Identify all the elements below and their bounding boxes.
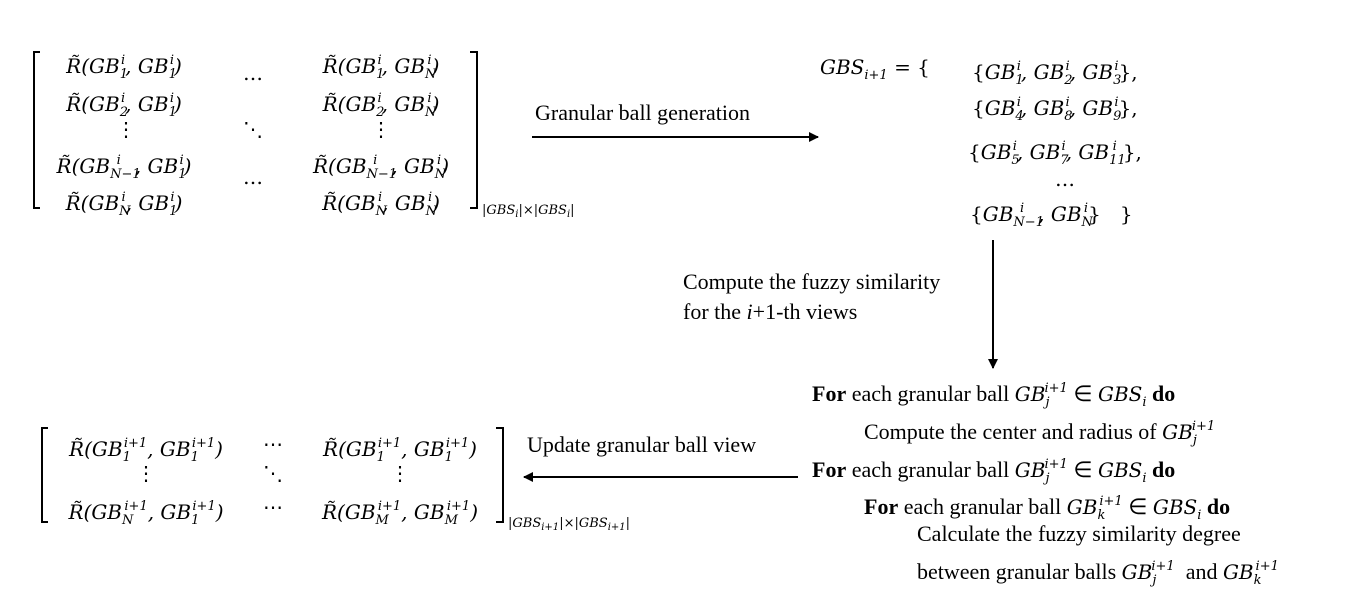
gbs-set-ellipsis: … bbox=[1055, 167, 1075, 191]
matrix1-cell-r4c1: R̃(GBN−1i, GB1i) bbox=[56, 153, 192, 182]
matrix2-cell-r3c3: R̃(GBMi+1, GBMi+1) bbox=[321, 499, 479, 528]
gbs-set-group-last: {GBN−1i, GBNi} } bbox=[970, 201, 1133, 230]
matrix2-cell-r1c2: ⋯ bbox=[263, 432, 283, 456]
matrix1-cell-r2c1: R̃(GB2i, GB1i) bbox=[66, 91, 182, 120]
arrow-similarity-label-line1: Compute the fuzzy similarity bbox=[683, 269, 941, 294]
gbs-set-group-2: {GB4i, GB8i, GB9i}, bbox=[972, 95, 1138, 124]
matrix2-right-bracket bbox=[496, 427, 504, 523]
matrix1-cell-r5c3: R̃(GBNi, GBNi) bbox=[322, 190, 440, 219]
matrix2-cell-r2c2: ⋱ bbox=[263, 461, 283, 485]
matrix2-cell-r1c1: R̃(GB1i+1, GB1i+1) bbox=[69, 436, 223, 465]
gbs-set-lhs: GBSi+1 = { bbox=[820, 55, 930, 83]
algo-line-5: Calculate the fuzzy similarity degree bbox=[917, 521, 1241, 546]
matrix2-cell-r2c1: ⋮ bbox=[136, 461, 156, 485]
matrix1-cell-r1c2: … bbox=[243, 61, 263, 85]
algo-line-6: between granular balls GBji+1 and GBki+1 bbox=[917, 559, 1279, 588]
matrix1-cell-r1c3: R̃(GB1i, GBNi) bbox=[322, 53, 440, 82]
matrix1-cell-r5c1: R̃(GBNi, GB1i) bbox=[65, 190, 183, 219]
gbs-set-group-3: {GB5i, GB7i, GB11i}, bbox=[968, 139, 1142, 168]
algo-line-1: For each granular ball GBji+1 ∈ GBSi do bbox=[812, 381, 1176, 410]
arrow-similarity-label-line2: for the i+1-th views bbox=[683, 299, 858, 324]
matrix1-left-bracket bbox=[33, 51, 40, 209]
arrow-generation-label: Granular ball generation bbox=[535, 100, 751, 125]
matrix1-cell-r3c3: ⋮ bbox=[371, 117, 391, 141]
gbs-set-group-1: {GB1i, GB2i, GB3i}, bbox=[972, 59, 1138, 88]
algo-line-3: For each granular ball GBji+1 ∈ GBSi do bbox=[812, 457, 1176, 486]
algo-line-4: For each granular ball GBki+1 ∈ GBSi do bbox=[864, 494, 1231, 523]
matrix1-cell-r4c3: R̃(GBN−1i, GBNi) bbox=[312, 153, 450, 182]
matrix1-cell-r3c2: ⋱ bbox=[243, 117, 263, 141]
matrix2-cell-r2c3: ⋮ bbox=[390, 461, 410, 485]
matrix1-size-label: |GBSi|×|GBSi| bbox=[482, 203, 575, 220]
matrix2-cell-r3c2: ⋯ bbox=[263, 495, 283, 519]
arrow-update-label: Update granular ball view bbox=[527, 432, 757, 457]
matrix1-cell-r4c2: … bbox=[243, 165, 263, 189]
matrix2-cell-r3c1: R̃(GBNi+1, GB1i+1) bbox=[68, 499, 224, 528]
matrix2-left-bracket bbox=[41, 427, 48, 523]
matrix1-cell-r2c3: R̃(GB2i, GBNi) bbox=[322, 91, 440, 120]
matrix1-cell-r1c1: R̃(GB1i, GB1i) bbox=[66, 53, 182, 82]
matrix2-size-label: |GBSi+1|×|GBSi+1| bbox=[508, 516, 631, 533]
algo-line-2: Compute the center and radius of GBji+1 bbox=[864, 419, 1216, 448]
matrix1-cell-r3c1: ⋮ bbox=[116, 117, 136, 141]
matrix1-right-bracket bbox=[470, 51, 478, 209]
matrix2-cell-r1c3: R̃(GB1i+1, GB1i+1) bbox=[323, 436, 477, 465]
